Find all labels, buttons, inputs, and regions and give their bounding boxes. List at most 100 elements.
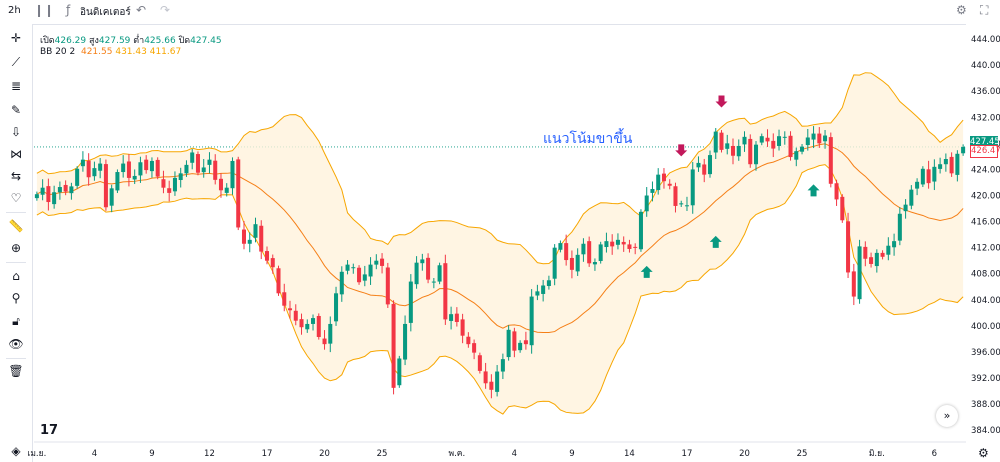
candle-body [661, 173, 666, 182]
candle-body [604, 241, 609, 248]
time-tick-label: 6 [932, 449, 937, 459]
gear-icon[interactable]: ⚙ [978, 446, 989, 460]
candle-body [178, 173, 183, 180]
candle-body [472, 343, 477, 353]
bb-legend[interactable]: BB 20 2 421.55 431.43 411.67 [40, 47, 181, 57]
candle-body [886, 245, 891, 255]
low-value: 425.66 [144, 36, 176, 46]
time-axis[interactable]: เม.ย. 4 9 12 17 20 25 พ.ค. 4 9 14 17 20 25 มิ.ย. 6 [27, 441, 966, 459]
pattern-icon[interactable]: ⋈ [10, 147, 22, 161]
candles [34, 126, 966, 399]
undo-icon[interactable]: ↶ [136, 3, 147, 17]
candle-body [103, 164, 108, 208]
indicators-button[interactable]: อินดิเคเตอร์ [80, 7, 131, 18]
candle-body [552, 247, 557, 279]
zoom-in-icon[interactable]: ⊕ [10, 241, 22, 255]
candle-body [869, 257, 874, 264]
candles-icon[interactable]: ❙❙ [34, 3, 55, 17]
candle-body [541, 285, 546, 294]
candle-body [98, 163, 103, 171]
candle-body [339, 271, 344, 295]
candle-body [52, 192, 57, 205]
gear-icon[interactable]: ⚙ [956, 3, 967, 17]
bb-fill [36, 72, 964, 415]
candle-body [161, 179, 166, 188]
measure-icon[interactable]: ⇆ [10, 169, 22, 183]
trendline-icon[interactable]: ⟋ [11, 55, 21, 69]
candle-body [765, 137, 770, 142]
candle-body [707, 155, 713, 175]
candle-body [500, 359, 505, 372]
candle-body [633, 246, 638, 248]
fib-icon[interactable]: ≣ [10, 79, 22, 93]
candle-body [915, 181, 920, 189]
candle-body [408, 281, 413, 323]
price-axis-bg [966, 24, 1000, 462]
candle-body [955, 153, 960, 175]
candle-body [926, 169, 931, 184]
layers-icon[interactable]: ◈ [11, 444, 21, 458]
candle-body [834, 183, 839, 200]
candle-body [259, 225, 264, 252]
interval-selector[interactable]: 2h [8, 5, 21, 16]
drawing-toolbar: ✛ ⟋ ≣ ✎ ⇩ ⋈ ⇆ ♡ 📏 ⊕ ⌂ ⚲ 🔓︎ 👁︎ 🗑︎ ◈ [0, 24, 33, 462]
candle-body [621, 241, 626, 245]
price-tick-label: 432.00 [971, 113, 1000, 123]
candle-body [449, 314, 454, 321]
price-tick-label: 388.00 [971, 400, 1000, 410]
time-tick-label: 17 [682, 449, 693, 459]
ruler-icon[interactable]: 📏 [8, 219, 24, 233]
eye-icon[interactable]: 👁︎ [8, 337, 24, 351]
candle-body [615, 239, 620, 245]
candle-body [322, 338, 327, 345]
time-tick-label: เม.ย. [27, 449, 46, 459]
candle-body [351, 267, 356, 269]
time-tick-label: 25 [377, 449, 388, 459]
home-icon[interactable]: ⌂ [12, 269, 20, 283]
candle-body [460, 319, 465, 336]
candle-body [115, 172, 120, 191]
candle-body [126, 161, 131, 178]
candle-body [903, 204, 908, 212]
candle-body [949, 156, 954, 174]
tradingview-logo: 17 [40, 423, 59, 438]
candle-body [909, 189, 914, 206]
candle-body [454, 313, 459, 322]
price-axis[interactable]: 444.00440.00436.00432.00428.00424.00420.… [966, 24, 1000, 462]
candle-body [840, 196, 845, 221]
candle-body [667, 183, 672, 186]
candle-body [817, 133, 822, 144]
bb-label: BB 20 2 [40, 47, 76, 57]
fullscreen-icon[interactable]: ⛶ [980, 3, 989, 17]
price-tick-label: 396.00 [971, 348, 1000, 358]
sell-arrow [715, 95, 728, 108]
high-label: สูง [89, 36, 99, 46]
candle-body [149, 160, 154, 172]
trend-annotation[interactable]: แนวโน้มขาขึ้น [543, 131, 633, 147]
heart-icon[interactable]: ♡ [10, 191, 22, 205]
crosshair-icon[interactable]: ✛ [10, 31, 22, 45]
scroll-to-realtime-button[interactable]: » [936, 405, 958, 427]
indicators-icon[interactable]: ƒ [66, 3, 71, 17]
redo-icon[interactable]: ↷ [160, 3, 171, 17]
brush-icon[interactable]: ✎ [10, 103, 22, 117]
candle-body [489, 381, 494, 390]
candle-body [374, 260, 379, 265]
candle-body [753, 144, 759, 165]
time-tick-label: 9 [149, 449, 154, 459]
magnet-icon[interactable]: ⚲ [11, 291, 21, 305]
candle-body [207, 159, 212, 165]
buy-arrow [709, 235, 722, 248]
lock-icon[interactable]: 🔓︎ [12, 314, 20, 328]
candle-body [138, 162, 143, 176]
time-tick-label: 4 [92, 449, 97, 459]
candle-body [650, 188, 655, 193]
candle-body [863, 246, 868, 259]
candle-body [218, 178, 223, 191]
candle-body [823, 135, 828, 142]
candle-body [846, 221, 851, 273]
arrow-icon[interactable]: ⇩ [10, 125, 22, 139]
time-tick-label: 12 [204, 449, 215, 459]
trash-icon[interactable]: 🗑︎ [8, 364, 24, 378]
